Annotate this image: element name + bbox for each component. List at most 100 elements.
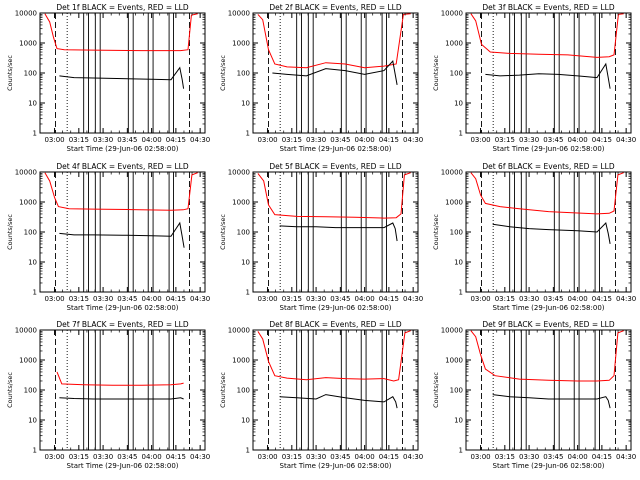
y-axis-label: Counts/sec	[219, 214, 227, 250]
y-tick-label: 1	[33, 447, 37, 455]
series-line-lld	[44, 13, 198, 52]
y-tick-label: 10000	[15, 169, 37, 177]
y-tick-label: 10	[28, 417, 37, 425]
chart-title: Det 4f BLACK = Events, RED = LLD	[56, 162, 189, 171]
y-tick-label: 1000	[445, 40, 463, 48]
series-line-lld	[56, 371, 184, 386]
y-tick-label: 10000	[228, 327, 250, 335]
x-tick-label: 03:00	[470, 453, 490, 461]
y-axis-label: Counts/sec	[6, 214, 14, 250]
y-tick-label: 1	[33, 289, 37, 297]
x-tick-label: 04:00	[142, 295, 162, 303]
x-axis-label: Start Time (29-Jun-06 02:58:00)	[67, 462, 179, 470]
x-tick-label: 04:30	[616, 453, 636, 461]
x-tick-label: 04:00	[142, 453, 162, 461]
chart-panel-9: Det 9f BLACK = Events, RED = LLD 1 10 100 10…	[432, 320, 636, 470]
y-tick-label: 10000	[15, 10, 37, 18]
x-axis-label: Start Time (29-Jun-06 02:58:00)	[67, 145, 179, 153]
y-axis-label: Counts/sec	[219, 372, 227, 408]
y-tick-label: 10	[28, 259, 37, 267]
x-tick-label: 04:30	[190, 453, 210, 461]
plot-frame	[252, 329, 419, 451]
x-tick-label: 04:00	[568, 136, 588, 144]
y-axis-label: Counts/sec	[219, 55, 227, 91]
series-line-lld	[470, 13, 624, 58]
x-tick-label: 04:30	[616, 136, 636, 144]
x-tick-label: 03:45	[330, 453, 350, 461]
x-tick-label: 03:30	[306, 295, 326, 303]
x-tick-label: 04:15	[592, 136, 612, 144]
series-line-lld	[257, 330, 411, 382]
x-tick-label: 04:15	[379, 295, 399, 303]
x-tick-label: 03:00	[470, 136, 490, 144]
chart-panel-7: Det 7f BLACK = Events, RED = LLD 1 10 100 10…	[6, 320, 210, 470]
x-tick-label: 03:15	[282, 136, 302, 144]
x-axis-label: Start Time (29-Jun-06 02:58:00)	[67, 304, 179, 312]
x-tick-label: 04:30	[403, 295, 423, 303]
x-tick-label: 03:30	[306, 136, 326, 144]
x-tick-label: 04:30	[190, 295, 210, 303]
y-tick-label: 1000	[445, 357, 463, 365]
y-tick-label: 1	[459, 447, 463, 455]
x-tick-label: 03:15	[282, 453, 302, 461]
series-line-events	[59, 66, 185, 89]
plot-frame	[39, 12, 206, 134]
chart-panel-8: Det 8f BLACK = Events, RED = LLD 1 10 100 10…	[219, 320, 423, 470]
y-tick-label: 1	[33, 130, 37, 138]
chart-title: Det 7f BLACK = Events, RED = LLD	[56, 320, 189, 329]
x-tick-label: 04:30	[616, 295, 636, 303]
chart-panel-6: Det 6f BLACK = Events, RED = LLD 1 10 100 10…	[432, 162, 636, 312]
plot-frame	[39, 329, 206, 451]
y-axis-label: Counts/sec	[6, 372, 14, 408]
x-tick-label: 03:00	[257, 136, 277, 144]
series-line-lld	[257, 13, 411, 69]
series-line-events	[492, 221, 611, 244]
x-tick-label: 03:15	[69, 295, 89, 303]
chart-title: Det 3f BLACK = Events, RED = LLD	[482, 3, 615, 12]
y-tick-label: 1000	[445, 199, 463, 207]
y-tick-label: 10000	[441, 169, 463, 177]
x-axis-label: Start Time (29-Jun-06 02:58:00)	[493, 145, 605, 153]
x-tick-label: 04:00	[355, 136, 375, 144]
y-axis-label: Counts/sec	[6, 55, 14, 91]
y-tick-label: 10	[28, 100, 37, 108]
plot-frame	[465, 329, 632, 451]
chart-panel-2: Det 2f BLACK = Events, RED = LLD 1 10 100 10…	[219, 3, 423, 153]
y-tick-label: 100	[450, 387, 463, 395]
y-tick-label: 100	[237, 387, 250, 395]
y-tick-label: 100	[450, 70, 463, 78]
x-tick-label: 03:15	[495, 295, 515, 303]
y-tick-label: 10	[241, 417, 250, 425]
x-tick-label: 04:00	[355, 295, 375, 303]
series-line-events	[272, 60, 398, 85]
x-tick-label: 03:00	[44, 136, 64, 144]
y-tick-label: 1000	[19, 40, 37, 48]
y-tick-label: 100	[450, 229, 463, 237]
x-tick-label: 03:45	[117, 453, 137, 461]
chart-title: Det 2f BLACK = Events, RED = LLD	[269, 3, 402, 12]
y-tick-label: 100	[24, 387, 37, 395]
series-line-lld	[470, 172, 624, 215]
chart-title: Det 8f BLACK = Events, RED = LLD	[269, 320, 402, 329]
chart-panel-4: Det 4f BLACK = Events, RED = LLD 1 10 100 10…	[6, 162, 210, 312]
x-tick-label: 03:45	[543, 136, 563, 144]
series-line-lld	[44, 172, 198, 211]
y-tick-label: 1	[459, 130, 463, 138]
y-axis-label: Counts/sec	[432, 214, 440, 250]
y-tick-label: 10	[454, 100, 463, 108]
series-line-events	[59, 397, 184, 400]
y-tick-label: 100	[24, 229, 37, 237]
x-tick-label: 03:45	[117, 136, 137, 144]
plot-frame	[252, 171, 419, 293]
x-tick-label: 03:15	[495, 136, 515, 144]
x-tick-label: 04:15	[379, 136, 399, 144]
y-tick-label: 10	[454, 259, 463, 267]
y-tick-label: 10	[454, 417, 463, 425]
series-line-lld	[257, 172, 411, 219]
series-line-events	[59, 221, 185, 248]
y-tick-label: 10000	[15, 327, 37, 335]
y-tick-label: 1000	[19, 357, 37, 365]
y-tick-label: 10000	[228, 169, 250, 177]
x-tick-label: 03:45	[543, 295, 563, 303]
